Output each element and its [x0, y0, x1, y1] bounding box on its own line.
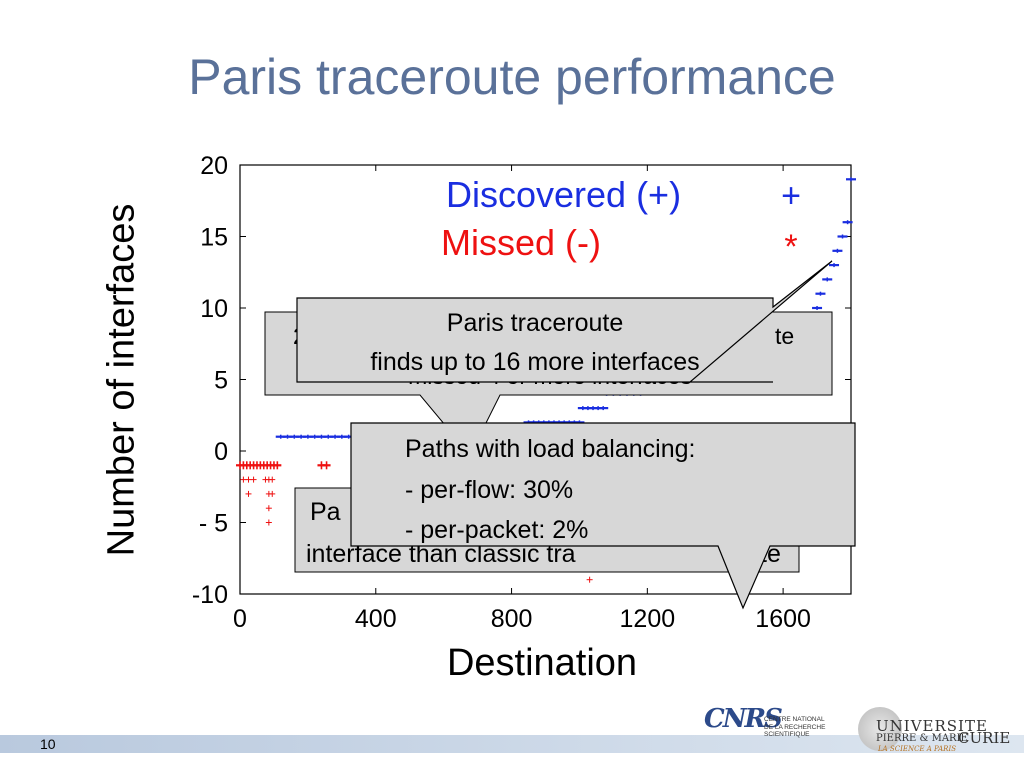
y-tick-label: 20: [200, 152, 228, 180]
upmc-line3: CURIE: [958, 729, 1011, 747]
discovered-point: [815, 291, 826, 296]
scatter-chart: 0 400 800 1200 1600 20 15 10 5 0 - 5 -10 Discovered…: [192, 152, 856, 633]
discovered-point: [837, 234, 848, 239]
missed-point: [273, 461, 282, 470]
callout-paris-finds: Paris traceroute finds up to 16 more int…: [296, 260, 833, 383]
y-tick-label: -10: [192, 581, 228, 609]
cnrs-text-line: CENTRE NATIONAL: [764, 716, 825, 723]
discovered-point: [842, 220, 853, 225]
y-tick-label: - 5: [199, 510, 228, 538]
cnrs-text: CENTRE NATIONAL DE LA RECHERCHE SCIENTIF…: [764, 716, 834, 739]
x-tick-label: 1200: [620, 605, 676, 633]
callout-load-balancing-line2: - per-flow: 30%: [405, 476, 573, 504]
callout-load-balancing-line3: - per-packet: 2%: [405, 516, 588, 544]
legend-missed-symbol: *: [784, 228, 797, 266]
callout-paris-finds-line2: finds up to 16 more interfaces: [370, 348, 699, 376]
slide-title: Paris traceroute performance: [188, 49, 836, 105]
upmc-seal-icon: [858, 707, 902, 751]
callout-hidden-top-line2: te: [775, 323, 794, 349]
missed-point: [269, 476, 276, 483]
callout-hidden-bottom-line1: Pa: [310, 498, 341, 526]
axis-ticks: 0 400 800 1200 1600 20 15 10 5 0 - 5 -10: [192, 152, 851, 633]
y-tick-label: 5: [214, 367, 228, 395]
missed-point: [269, 490, 276, 497]
x-tick-label: 1600: [755, 605, 811, 633]
discovered-point: [829, 263, 840, 268]
page-number: 10: [40, 736, 56, 752]
cnrs-logo: CNRS CENTRE NATIONAL DE LA RECHERCHE SCI…: [700, 700, 840, 750]
x-tick-label: 800: [491, 605, 533, 633]
legend-discovered-symbol: +: [781, 177, 801, 215]
y-tick-label: 10: [200, 295, 228, 323]
footer-bar: [0, 735, 1024, 753]
callout-paris-finds-line1: Paris traceroute: [447, 309, 623, 337]
legend-missed-label: Missed (-): [441, 222, 601, 263]
discovered-point: [812, 306, 823, 310]
missed-point: [245, 476, 252, 483]
missed-point: [250, 476, 257, 483]
legend-discovered-label: Discovered (+): [446, 174, 681, 215]
y-tick-label: 0: [214, 438, 228, 466]
missed-point: [322, 461, 331, 470]
discovered-point: [846, 177, 856, 182]
upmc-line2: PIERRE & MARIE: [876, 733, 968, 744]
x-tick-label: 0: [233, 605, 247, 633]
y-tick-label: 15: [200, 224, 228, 252]
cnrs-text-line: DE LA RECHERCHE: [764, 723, 826, 731]
cnrs-text-line: SCIENTIFIQUE: [764, 731, 810, 738]
cnrs-mark: CNRS: [704, 704, 783, 734]
missed-point: [586, 576, 593, 583]
y-axis-label: Number of interfaces: [100, 203, 143, 557]
x-axis-label: Destination: [446, 642, 638, 684]
missed-point: [245, 490, 252, 497]
callout-load-balancing: Paths with load balancing: - per-flow: 3…: [350, 422, 856, 610]
upmc-tagline: LA SCIENCE A PARIS: [878, 745, 957, 753]
discovered-point: [822, 277, 833, 282]
callout-load-balancing-line1: Paths with load balancing:: [405, 435, 695, 463]
discovered-point: [598, 406, 609, 411]
upmc-logo: UNIVERSITE PIERRE & MARIE CURIE LA SCIEN…: [858, 705, 1018, 755]
discovered-point: [832, 248, 843, 253]
missed-point: [265, 519, 272, 526]
missed-point: [265, 505, 272, 512]
upmc-line1: UNIVERSITE: [876, 717, 988, 735]
missed-point: [240, 476, 247, 483]
x-tick-label: 400: [355, 605, 397, 633]
